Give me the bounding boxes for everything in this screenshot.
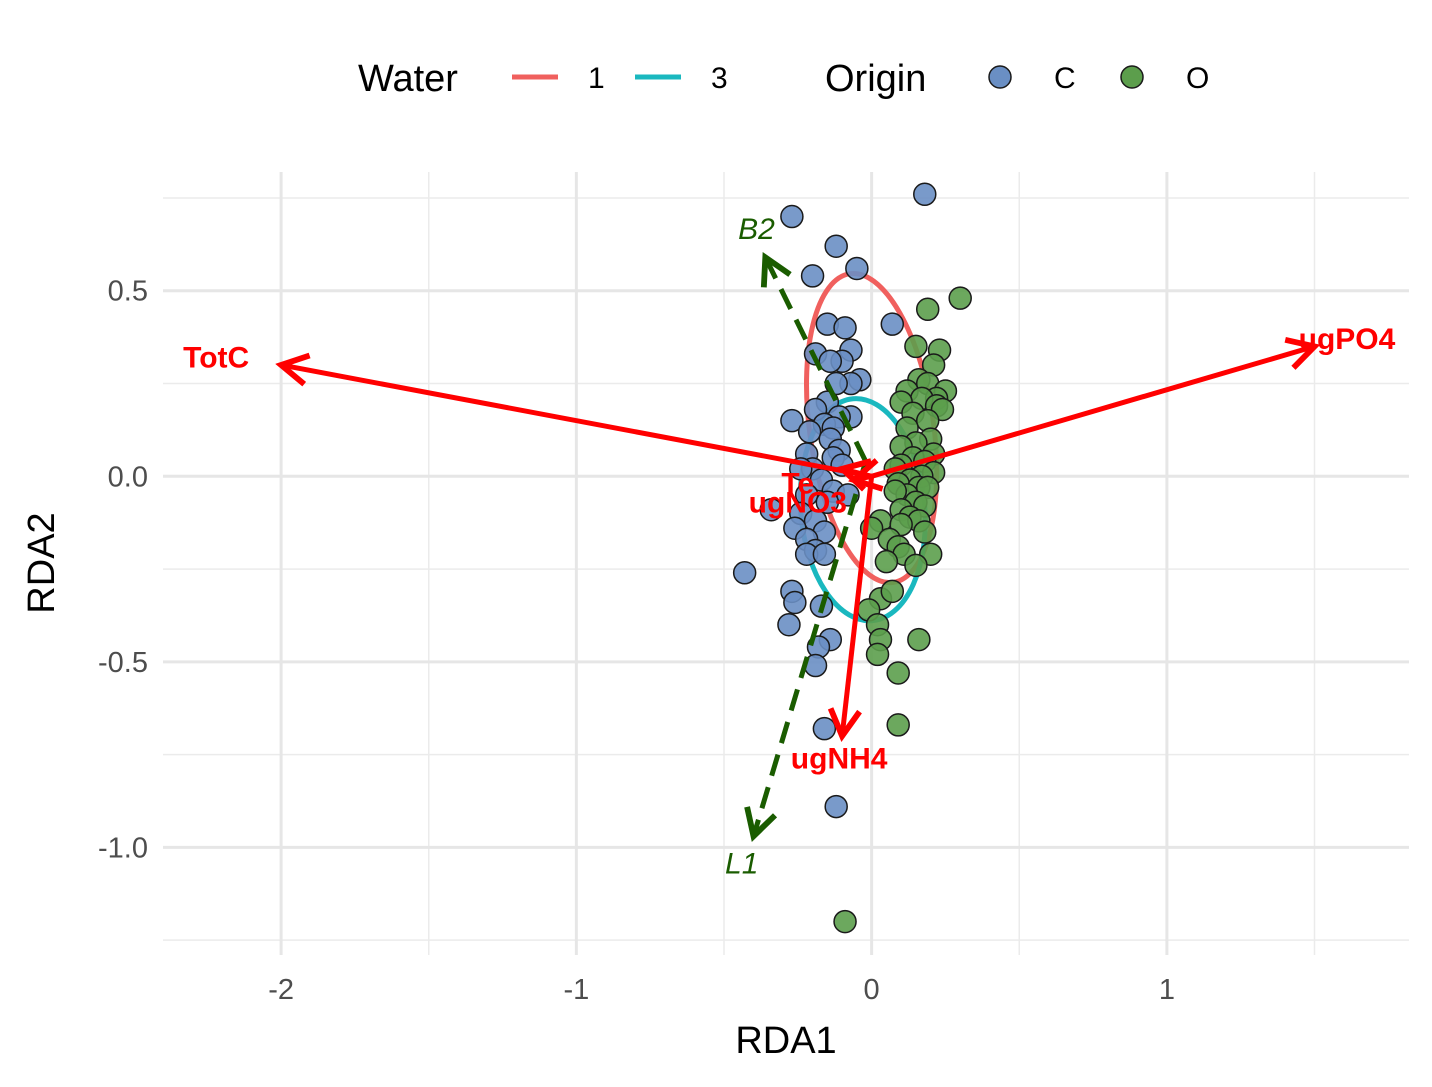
- data-point-c: [845, 256, 869, 281]
- env-vector-label: ugNH4: [791, 742, 888, 775]
- legend: Water 1 3 Origin C O: [358, 58, 1209, 100]
- data-point-c: [732, 561, 757, 585]
- data-point-c: [913, 182, 937, 207]
- data-point-c: [800, 264, 825, 288]
- data-point-o: [880, 579, 905, 604]
- data-point-o: [948, 286, 972, 310]
- legend-origin-o-swatch: [1120, 65, 1144, 89]
- y-tick-label: 0.0: [108, 461, 148, 493]
- data-point-o: [907, 627, 931, 652]
- x-tick-label: -1: [563, 974, 589, 1006]
- data-point-c: [780, 204, 804, 229]
- legend-origin-c-swatch: [988, 65, 1012, 89]
- data-point-o: [886, 661, 910, 685]
- data-point-o: [915, 297, 940, 322]
- env-vector-ugnh4: [842, 476, 875, 736]
- env-vector-ugpo4: [870, 346, 1315, 479]
- data-point-o: [833, 909, 857, 934]
- x-tick-label: 1: [1159, 974, 1175, 1006]
- y-axis-title: RDA2: [21, 512, 63, 613]
- trajectory-label: L1: [725, 847, 758, 880]
- data-point-o: [913, 520, 937, 544]
- legend-water-1-label: 1: [588, 62, 605, 95]
- axis-ticks: -2 -1 0 1 -1.0 -0.5 0.0 0.5: [98, 276, 1175, 1006]
- data-point-c: [815, 490, 840, 515]
- data-point-c: [824, 234, 848, 258]
- data-point-c: [833, 316, 857, 340]
- data-point-o: [904, 334, 928, 359]
- env-vector-label: ugPO4: [1299, 323, 1396, 356]
- grid: [163, 172, 1409, 955]
- trajectory: B2 L1: [725, 213, 869, 880]
- data-point-c: [824, 794, 848, 819]
- data-point-c: [812, 716, 837, 741]
- data-point-c: [777, 612, 801, 637]
- legend-water-title: Water: [358, 58, 458, 100]
- y-tick-label: -0.5: [98, 647, 148, 679]
- trajectory-segment-l1: [754, 460, 869, 836]
- env-vector-label: Te: [781, 468, 814, 501]
- env-vector-totc: [281, 365, 873, 479]
- data-point-c: [797, 420, 822, 444]
- data-point-c: [759, 497, 783, 522]
- data-point-c: [880, 312, 905, 336]
- data-point-c: [783, 590, 807, 615]
- legend-origin-title: Origin: [825, 58, 926, 100]
- data-point-o: [886, 713, 910, 737]
- sample-points: [732, 182, 972, 934]
- trajectory-segment-b2: [765, 257, 868, 463]
- legend-origin-c-label: C: [1054, 62, 1076, 95]
- legend-water-3-label: 3: [711, 62, 728, 95]
- trajectory-label: B2: [738, 213, 775, 246]
- y-tick-label: 0.5: [108, 276, 148, 308]
- data-point-c: [812, 542, 837, 566]
- x-tick-label: -2: [268, 974, 294, 1006]
- x-tick-label: 0: [864, 974, 880, 1006]
- data-point-o: [874, 549, 899, 574]
- env-vector-label: ugNO3: [749, 486, 847, 519]
- y-tick-label: -1.0: [98, 832, 148, 864]
- x-axis-title: RDA1: [735, 1020, 836, 1062]
- data-point-o: [904, 553, 928, 578]
- legend-origin-o-label: O: [1186, 62, 1209, 95]
- data-point-c: [780, 408, 804, 433]
- env-vector-label: TotC: [183, 342, 249, 375]
- env-vector-te: [842, 469, 873, 476]
- data-point-o: [865, 642, 890, 667]
- data-point-c: [818, 349, 843, 374]
